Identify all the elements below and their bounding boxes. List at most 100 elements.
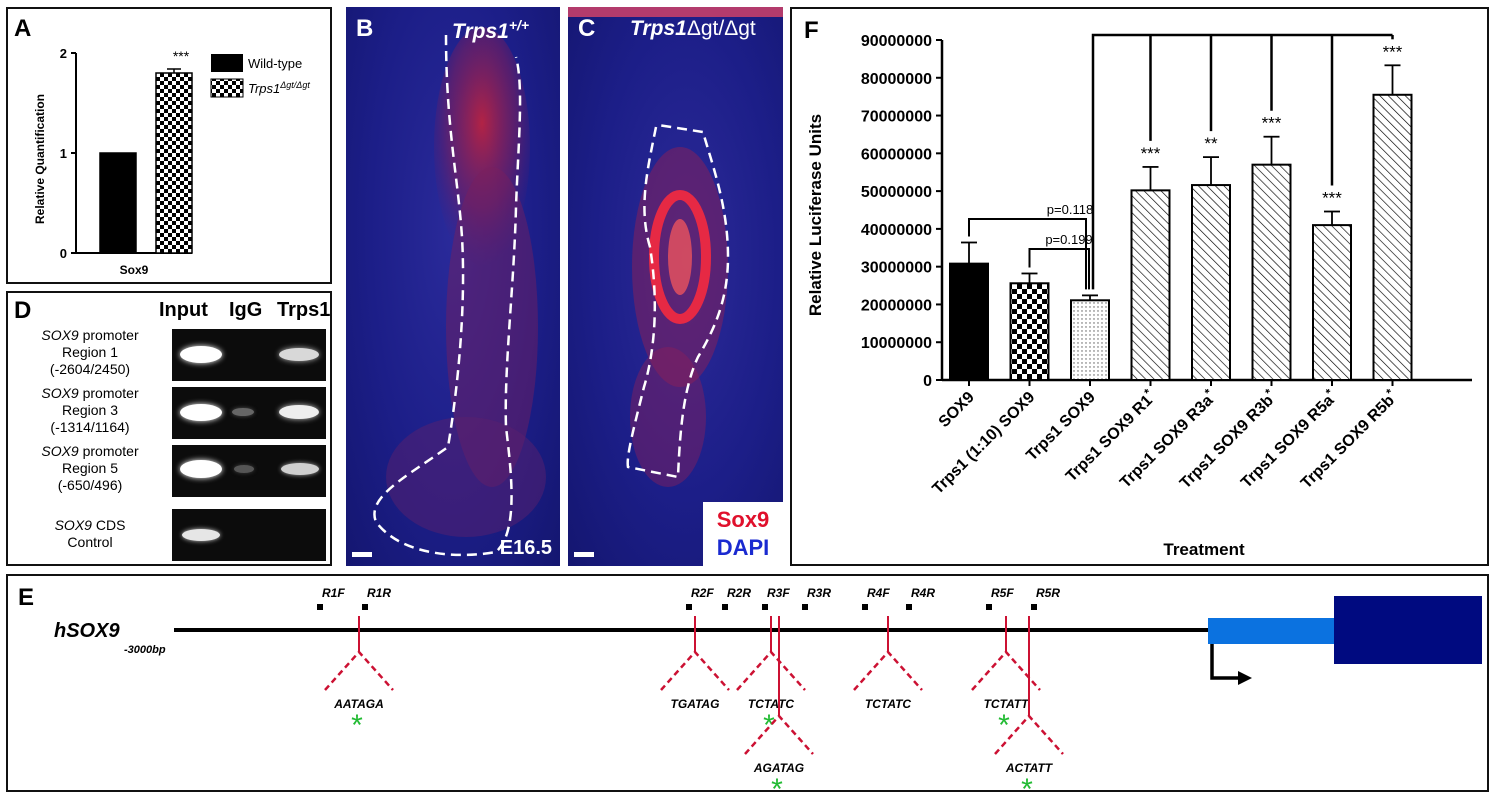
- f-y-tick-label: 0: [923, 373, 932, 390]
- f-y-tick-label: 40000000: [861, 222, 932, 239]
- gel-header-input: Input: [159, 299, 208, 321]
- p-value-2: p=0.199: [1045, 232, 1092, 247]
- panel-c-title: Trps1Δgt/Δgt: [630, 17, 756, 40]
- binding-motif-6: TCTATT: [984, 697, 1031, 711]
- gel-header-trps1: Trps1: [277, 299, 331, 321]
- gel-row-label-1: SOX9 promoter Region 1 (-2604/2450): [41, 327, 139, 377]
- gene-name: hSOX9: [54, 620, 120, 642]
- f-y-tick-label: 60000000: [861, 146, 932, 163]
- f-bracket: [1091, 33, 1393, 290]
- f-category-label: Trps1 SOX9 R5b*: [1295, 386, 1401, 492]
- gel-image-region-5: [172, 445, 326, 497]
- start-position: -3000bp: [124, 644, 166, 656]
- panel-e: E hSOX9 -3000bp R1F R1R R2F R2R R3F R3R R4F R4R…: [6, 574, 1489, 792]
- f-bracket: [1028, 248, 1090, 290]
- panel-b-title: Trps1+/+: [452, 17, 530, 43]
- primer-marker: [362, 604, 368, 610]
- panel-f-xlabel: Treatment: [1163, 540, 1245, 559]
- panel-a-ylabel: Relative Quantification: [33, 94, 47, 224]
- gel-header-igg: IgG: [229, 299, 263, 321]
- a-y-tick-label: 0: [60, 246, 67, 261]
- primer-marker: [906, 604, 912, 610]
- primer-label: R5R: [1036, 586, 1060, 600]
- gel-row-label-control: SOX9 CDS Control: [54, 517, 126, 550]
- primer-label: R3R: [807, 586, 831, 600]
- f-bar: [1191, 184, 1231, 381]
- panel-b-micrograph: B Trps1+/+ E16.5: [346, 7, 560, 566]
- f-bar: [1130, 189, 1171, 381]
- legend-dapi: DAPI: [716, 535, 770, 560]
- panel-a-chart: 0 1 2 Relative Quantification Sox9 *** Wil…: [33, 46, 310, 277]
- conserved-asterisk: *: [998, 709, 1010, 742]
- coding-exon: [1334, 596, 1482, 664]
- stage-label: E16.5: [499, 537, 552, 559]
- f-y-tick-label: 90000000: [861, 33, 932, 50]
- f-y-tick-label: 10000000: [861, 335, 932, 352]
- legend-label-mutant: Trps1Δgt/Δgt: [248, 80, 310, 96]
- scale-bar: [574, 552, 594, 557]
- primer-label: R3F: [767, 586, 790, 600]
- panel-f-label: F: [804, 17, 819, 44]
- conserved-asterisk: *: [1021, 773, 1033, 790]
- panel-c-micrograph: C Trps1Δgt/Δgt Sox9 DAPI: [568, 7, 783, 566]
- primer-marker: [686, 604, 692, 610]
- a-y-tick-label: 1: [60, 146, 67, 161]
- stain-legend: Sox9 DAPI: [703, 502, 783, 566]
- panel-e-label: E: [18, 584, 35, 611]
- binding-site-wedge: [994, 714, 1064, 755]
- f-significance: ***: [1262, 114, 1282, 133]
- primer-label: R5F: [991, 586, 1014, 600]
- binding-motif-2: TGATAG: [671, 697, 720, 711]
- promoter-map: R1F R1R R2F R2R R3F R3R R4F R4R R5F R5RAATAGA*TGA…: [174, 586, 1482, 790]
- follicle-outline: [626, 123, 730, 479]
- f-category-label: Trps1 (1:10) SOX9: [929, 389, 1038, 498]
- legend-label-wildtype: Wild-type: [248, 56, 302, 71]
- conserved-asterisk: *: [351, 709, 363, 742]
- primer-marker: [802, 604, 808, 610]
- f-y-tick-label: 50000000: [861, 184, 932, 201]
- conserved-asterisk: *: [771, 773, 783, 790]
- binding-site-wedge: [324, 650, 394, 691]
- scale-bar: [352, 552, 372, 557]
- binding-motif-5: TCTATC: [865, 697, 912, 711]
- panel-a: A 0 1 2 Relative Quantification Sox9 *** W…: [6, 7, 332, 284]
- p-value-1: p=0.118: [1047, 202, 1093, 217]
- panel-d-label: D: [14, 297, 32, 324]
- gel-image-region-3: [172, 387, 326, 439]
- legend-swatch-wildtype: [211, 54, 243, 72]
- f-significance: ***: [1322, 189, 1342, 208]
- panel-c-label: C: [578, 15, 596, 42]
- gel-image-control: [172, 509, 326, 561]
- utr-exon: [1208, 618, 1334, 644]
- panel-f-chart: 0 10000000 20000000 30000000 40000000 5000000…: [806, 33, 1472, 559]
- primer-label: R2F: [691, 586, 714, 600]
- f-bar: [1251, 163, 1292, 381]
- panel-d: D Input IgG Trps1 SOX9 promoter Region 1(…: [6, 291, 332, 566]
- primer-marker: [986, 604, 992, 610]
- legend-swatch-mutant: [210, 78, 244, 98]
- legend-sox9: Sox9: [716, 507, 770, 532]
- binding-site-wedge: [736, 650, 806, 691]
- primer-label: R4R: [911, 586, 935, 600]
- binding-site-wedge: [853, 650, 923, 691]
- primer-marker: [1031, 604, 1037, 610]
- follicle-outline: [373, 34, 522, 557]
- panel-f: F 0 10000000 20000000 30000000 40000000 50000…: [790, 7, 1489, 566]
- f-y-tick-label: 80000000: [861, 71, 932, 88]
- binding-motif-4: AGATAG: [753, 761, 804, 775]
- panel-a-xlabel: Sox9: [120, 263, 149, 277]
- f-significance: ***: [1141, 144, 1161, 163]
- f-bar: [1070, 299, 1110, 381]
- primer-label: R1F: [322, 586, 345, 600]
- primer-label: R1R: [367, 586, 391, 600]
- gel-image-region-1: [172, 329, 326, 381]
- panel-a-label: A: [14, 15, 32, 42]
- primer-label: R4F: [867, 586, 890, 600]
- primer-marker: [317, 604, 323, 610]
- f-y-tick-label: 20000000: [861, 297, 932, 314]
- binding-motif-7: ACTATT: [1005, 761, 1054, 775]
- primer-marker: [862, 604, 868, 610]
- panel-f-ylabel: Relative Luciferase Units: [806, 114, 825, 316]
- f-bar: [1372, 93, 1413, 382]
- a-y-tick-label: 2: [60, 46, 67, 61]
